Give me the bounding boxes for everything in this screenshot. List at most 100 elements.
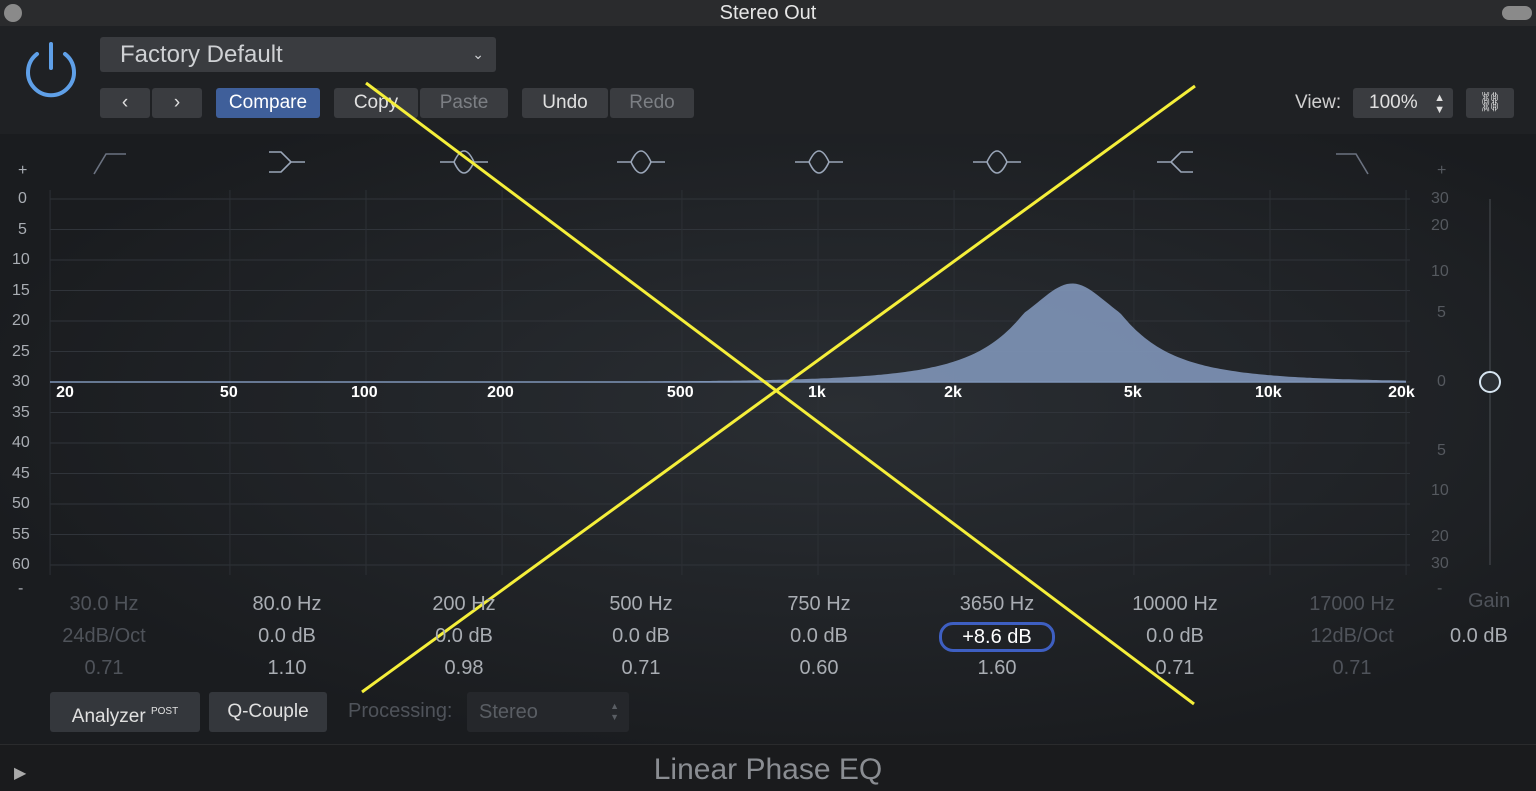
band-7-gain[interactable]: 0.0 dB	[1146, 625, 1204, 647]
analyzer-scale-label: 20	[12, 312, 30, 329]
master-gain-label: Gain	[1468, 590, 1511, 612]
previous-preset-button[interactable]: ‹	[100, 88, 150, 118]
bell-icon[interactable]	[617, 150, 665, 174]
view-zoom-select[interactable]: 100% ▲ ▼	[1353, 88, 1453, 118]
analyzer-scale-label: 5	[18, 221, 27, 238]
band-2-q[interactable]: 1.10	[267, 657, 307, 679]
bell-icon[interactable]	[973, 150, 1021, 174]
bell-icon[interactable]	[795, 150, 843, 174]
plugin-name: Linear Phase EQ	[653, 753, 883, 786]
chevron-down-icon: ⌄	[472, 46, 484, 62]
band-8-freq[interactable]: 17000 Hz	[1309, 593, 1395, 615]
high-shelf-icon[interactable]	[1157, 151, 1193, 173]
band-2-freq[interactable]: 80.0 Hz	[252, 593, 322, 615]
band-6-q[interactable]: 1.60	[977, 657, 1017, 679]
band-3-gain[interactable]: 0.0 dB	[435, 625, 493, 647]
low-shelf-icon[interactable]	[269, 151, 305, 173]
gain-scale-label: 20	[1431, 217, 1449, 234]
analyzer-scale-label: 35	[12, 404, 30, 421]
eq-graph-panel	[0, 134, 1536, 744]
next-preset-button[interactable]: ›	[152, 88, 202, 118]
analyzer-button[interactable]: Analyzer POST	[50, 692, 200, 732]
paste-button[interactable]: Paste	[420, 88, 508, 118]
band-5-q[interactable]: 0.60	[799, 657, 839, 679]
analyzer-scale-label: 25	[12, 343, 30, 360]
band-1-q[interactable]: 0.71	[84, 657, 124, 679]
bell-icon[interactable]	[440, 150, 488, 174]
band-7-q[interactable]: 0.71	[1155, 657, 1195, 679]
processing-value: Stereo	[479, 701, 538, 723]
link-button[interactable]: ⛓	[1466, 88, 1514, 118]
frequency-label: 50	[219, 384, 238, 401]
eq-graph[interactable]	[0, 0, 1536, 744]
processing-label: Processing:	[348, 700, 453, 722]
processing-select[interactable]: Stereo ▲ ▼	[467, 692, 629, 732]
frequency-label: 1k	[808, 384, 826, 401]
band-8-gain[interactable]: 12dB/Oct	[1310, 625, 1394, 647]
band-4-gain[interactable]: 0.0 dB	[612, 625, 670, 647]
analyzer-post-badge: POST	[150, 706, 179, 717]
window-titlebar: Stereo Out	[0, 0, 1536, 26]
gain-scale-label: 20	[1431, 528, 1449, 545]
band-3-q[interactable]: 0.98	[444, 657, 484, 679]
frequency-label: 10k	[1255, 384, 1282, 401]
frequency-label: 20	[56, 384, 74, 401]
q-couple-button[interactable]: Q-Couple	[209, 692, 327, 732]
band-6-gain[interactable]: +8.6 dB	[939, 622, 1055, 652]
preset-name: Factory Default	[120, 41, 283, 68]
master-gain-value[interactable]: 0.0 dB	[1450, 625, 1508, 647]
band-7-freq[interactable]: 10000 Hz	[1132, 593, 1218, 615]
analyzer-scale-label: 40	[12, 434, 30, 451]
stepper-icon: ▲ ▼	[610, 701, 619, 722]
undo-button[interactable]: Undo	[522, 88, 608, 118]
band-4-q[interactable]: 0.71	[621, 657, 661, 679]
analyzer-label: Analyzer	[71, 706, 146, 727]
stepper-icon: ▲ ▼	[1434, 92, 1445, 116]
frequency-label: 2k	[944, 384, 962, 401]
analyzer-scale-label: 45	[12, 465, 30, 482]
master-gain-handle[interactable]	[1479, 371, 1501, 393]
band-4-freq[interactable]: 500 Hz	[609, 593, 673, 615]
window-resize-button[interactable]	[1502, 6, 1532, 20]
analyzer-scale-label: 30	[12, 373, 30, 390]
overlay-cross-line	[361, 84, 1196, 694]
view-zoom-value: 100%	[1369, 92, 1418, 113]
high-cut-icon[interactable]	[1336, 153, 1369, 175]
plugin-header: Factory Default ⌄ ‹ › Compare Copy Paste …	[0, 26, 1536, 134]
gain-scale-label: +	[1437, 162, 1447, 179]
eq-curve-fill	[50, 283, 1406, 382]
analyzer-scale-label: 55	[12, 526, 30, 543]
frequency-label: 20k	[1388, 384, 1415, 401]
band-1-freq[interactable]: 30.0 Hz	[69, 593, 139, 615]
analyzer-scale-label: 0	[18, 190, 27, 207]
preset-dropdown[interactable]: Factory Default ⌄	[100, 37, 496, 72]
view-label: View:	[1295, 92, 1342, 113]
band-1-gain[interactable]: 24dB/Oct	[62, 625, 146, 647]
analyzer-scale-label: 60	[12, 556, 30, 573]
analyzer-scale-label: 50	[12, 495, 30, 512]
window-title: Stereo Out	[719, 2, 817, 24]
gain-scale-label: 0	[1437, 373, 1446, 390]
analyzer-scale-label: +	[18, 162, 28, 179]
band-2-gain[interactable]: 0.0 dB	[258, 625, 316, 647]
gain-scale-label: 30	[1431, 555, 1449, 572]
disclosure-triangle-icon[interactable]: ▶	[14, 765, 27, 782]
close-window-button[interactable]	[4, 4, 22, 22]
analyzer-scale-label: 15	[12, 282, 30, 299]
band-5-freq[interactable]: 750 Hz	[787, 593, 851, 615]
power-icon[interactable]	[22, 40, 80, 100]
frequency-label: 200	[487, 384, 514, 401]
gain-scale-label: 5	[1437, 304, 1446, 321]
frequency-label: 500	[666, 384, 694, 401]
analyzer-scale-label: -	[18, 580, 24, 597]
frequency-label: 100	[351, 384, 378, 401]
band-8-q[interactable]: 0.71	[1332, 657, 1372, 679]
compare-button[interactable]: Compare	[216, 88, 320, 118]
band-3-freq[interactable]: 200 Hz	[432, 593, 496, 615]
analyzer-scale-label: 10	[12, 251, 30, 268]
band-6-freq[interactable]: 3650 Hz	[959, 593, 1035, 615]
redo-button[interactable]: Redo	[610, 88, 694, 118]
low-cut-icon[interactable]	[93, 153, 126, 175]
frequency-label: 5k	[1123, 384, 1142, 401]
band-5-gain[interactable]: 0.0 dB	[790, 625, 848, 647]
